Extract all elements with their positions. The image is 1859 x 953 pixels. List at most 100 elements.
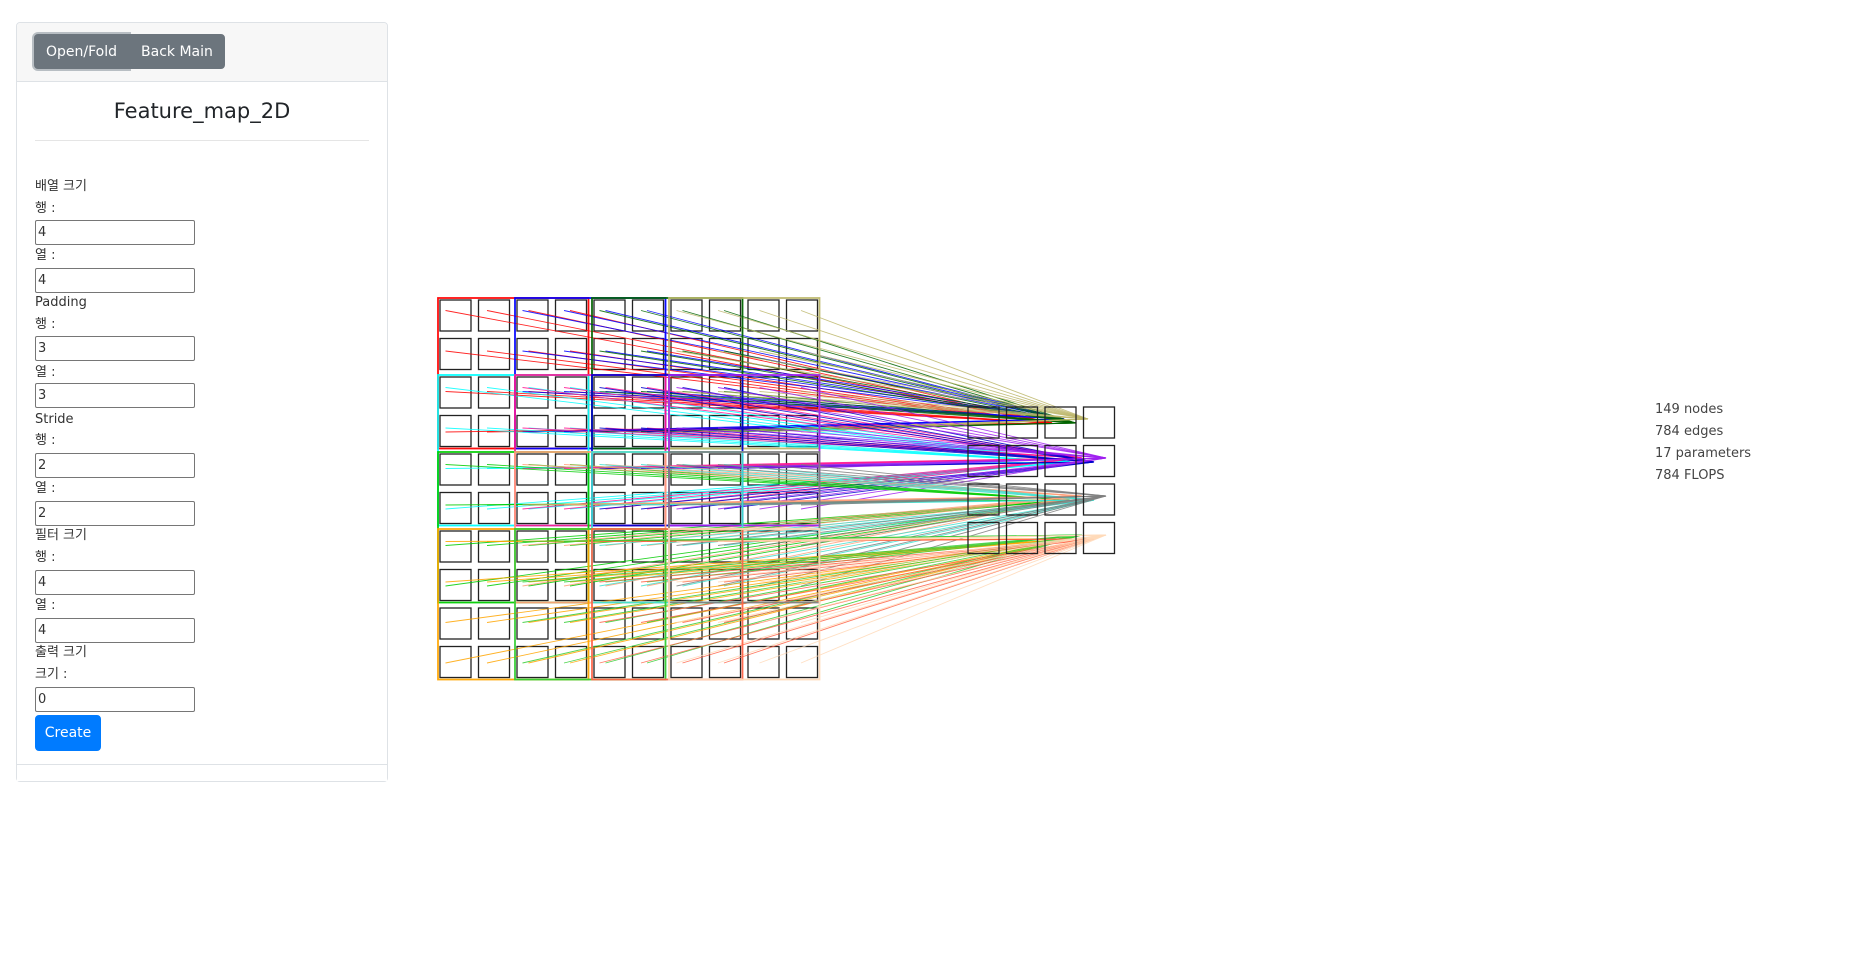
- output-cell: [967, 444, 1000, 478]
- input-cell: [670, 645, 703, 679]
- padding-col-input[interactable]: [35, 383, 195, 408]
- filter-col-label: 열 :: [35, 598, 56, 613]
- input-cell: [747, 299, 780, 332]
- connection-line: [759, 387, 1107, 459]
- connection-line: [800, 391, 1089, 420]
- control-panel: Open/Fold Back Main Feature_map_2D 배열 크기…: [16, 22, 388, 782]
- connection-line: [599, 391, 1077, 424]
- connection-line: [676, 350, 1089, 420]
- connection-line: [800, 534, 1107, 583]
- output-cell: [1044, 483, 1077, 516]
- filter-window: [668, 297, 821, 450]
- input-cell: [593, 607, 626, 640]
- input-cell: [477, 337, 511, 371]
- output-cell: [1044, 521, 1077, 555]
- output-size-input[interactable]: [35, 687, 195, 712]
- connection-line: [599, 538, 1095, 664]
- array-col-label: 열 :: [35, 248, 56, 263]
- create-button[interactable]: Create: [35, 715, 101, 751]
- array-size-label: 배열 크기: [35, 179, 87, 194]
- output-cell: [967, 406, 1000, 439]
- connection-line: [717, 350, 1089, 420]
- connection-line: [486, 387, 1071, 463]
- panel-footer: [17, 764, 387, 781]
- connection-line: [800, 534, 1107, 542]
- filter-window: [437, 374, 590, 527]
- connection-line: [676, 534, 1107, 664]
- connection-line: [640, 464, 1095, 501]
- connection-line: [676, 310, 1089, 420]
- array-col-input[interactable]: [35, 268, 195, 293]
- input-cell: [708, 607, 742, 640]
- input-cell: [747, 645, 780, 679]
- array-row-input[interactable]: [35, 220, 195, 245]
- input-cell: [785, 299, 819, 332]
- divider: [35, 140, 369, 141]
- nodes-count: 149 nodes: [1655, 402, 1724, 417]
- filter-window: [437, 528, 590, 681]
- input-cell: [439, 645, 472, 679]
- input-cell: [516, 645, 549, 679]
- padding-row-input[interactable]: [35, 336, 195, 361]
- edges-count: 784 edges: [1655, 424, 1724, 439]
- filter-window: [591, 528, 744, 681]
- toolbar-button-group: Open/Fold Back Main: [34, 34, 225, 69]
- filter-window: [591, 374, 744, 527]
- connection-line: [759, 534, 1107, 583]
- input-cell: [477, 299, 511, 332]
- output-cell: [1082, 444, 1116, 478]
- filter-window: [668, 374, 821, 527]
- input-cell: [439, 453, 472, 486]
- connection-line: [522, 534, 1083, 583]
- panel-header: Open/Fold Back Main: [17, 23, 387, 82]
- input-cell: [593, 530, 626, 563]
- connection-line: [717, 391, 1089, 420]
- connection-line: [800, 310, 1089, 420]
- input-cell: [670, 337, 703, 371]
- connection-line: [682, 391, 1077, 424]
- connection-line: [640, 538, 1095, 583]
- connection-line: [717, 534, 1107, 583]
- input-cell: [516, 453, 549, 486]
- output-cell: [1082, 406, 1116, 439]
- output-cell: [967, 521, 1000, 555]
- filter-window: [437, 451, 590, 604]
- stride-row-input[interactable]: [35, 453, 195, 478]
- output-cell: [1005, 483, 1039, 516]
- filter-window: [514, 374, 667, 527]
- connection-line: [800, 534, 1107, 623]
- filter-window: [514, 451, 667, 604]
- feature-map-visualization: [437, 297, 1116, 681]
- connection-line: [800, 464, 1107, 497]
- connection-line: [759, 391, 1089, 420]
- flops-count: 784 FLOPS: [1655, 468, 1725, 483]
- connection-line: [445, 350, 1053, 424]
- input-cell: [439, 607, 472, 640]
- input-cell: [477, 607, 511, 640]
- input-cell: [554, 453, 588, 486]
- input-cell: [593, 491, 626, 525]
- filter-window: [591, 451, 744, 604]
- connection-line: [605, 387, 1083, 459]
- output-cell: [1082, 483, 1116, 516]
- parameters-count: 17 parameters: [1655, 446, 1752, 461]
- stride-row-label: 행 :: [35, 433, 56, 448]
- open-fold-button[interactable]: Open/Fold: [34, 34, 130, 69]
- connection-line: [563, 495, 1083, 546]
- filter-col-input[interactable]: [35, 618, 195, 643]
- stride-col-input[interactable]: [35, 501, 195, 526]
- filter-row-input[interactable]: [35, 570, 195, 595]
- connection-line: [759, 350, 1089, 420]
- padding-col-label: 열 :: [35, 365, 56, 380]
- input-cell: [554, 491, 588, 525]
- input-cell: [785, 645, 819, 679]
- connection-line: [676, 391, 1089, 420]
- input-cell: [554, 530, 588, 563]
- input-cell: [477, 530, 511, 563]
- connection-line: [800, 387, 1107, 459]
- input-cell: [439, 414, 472, 448]
- output-cell: [1005, 406, 1039, 439]
- back-main-button[interactable]: Back Main: [129, 34, 225, 69]
- connection-line: [800, 350, 1089, 420]
- input-cell: [631, 645, 665, 679]
